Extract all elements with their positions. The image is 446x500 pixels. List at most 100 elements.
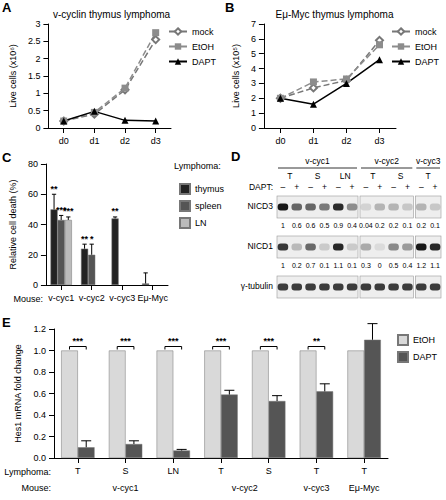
- svg-text:–: –: [281, 182, 286, 192]
- svg-text:0.2: 0.2: [292, 262, 302, 269]
- svg-text:1.2: 1.2: [33, 324, 46, 334]
- svg-text:0: 0: [33, 280, 38, 290]
- svg-text:–: –: [308, 182, 313, 192]
- svg-text:Mouse:: Mouse:: [13, 294, 43, 304]
- svg-text:d1: d1: [308, 136, 318, 146]
- svg-text:A: A: [2, 0, 12, 15]
- svg-text:v-cyc1: v-cyc1: [113, 483, 139, 493]
- svg-text:DAPT: DAPT: [415, 57, 440, 67]
- svg-text:0.5: 0.5: [28, 106, 41, 116]
- svg-text:***: ***: [168, 336, 179, 346]
- svg-text:**: **: [313, 336, 321, 346]
- svg-text:+: +: [405, 182, 410, 192]
- svg-text:v-cyc2: v-cyc2: [79, 293, 105, 303]
- svg-text:Live cells (x10⁵): Live cells (x10⁵): [231, 44, 241, 108]
- svg-text:+: +: [377, 182, 382, 192]
- svg-text:D: D: [231, 150, 240, 164]
- svg-text:0.8: 0.8: [33, 367, 46, 377]
- svg-text:1: 1: [251, 108, 256, 118]
- svg-text:0.1: 0.1: [403, 222, 413, 229]
- svg-text:5: 5: [251, 49, 256, 59]
- svg-text:spleen: spleen: [195, 201, 222, 211]
- svg-text:–: –: [336, 182, 341, 192]
- svg-text:0.2: 0.2: [389, 222, 399, 229]
- svg-text:Eμ-Myc: Eμ-Myc: [349, 483, 380, 493]
- svg-text:S: S: [315, 171, 321, 181]
- svg-text:Mouse:: Mouse:: [21, 483, 51, 493]
- svg-text:γ-tubulin: γ-tubulin: [241, 281, 273, 291]
- svg-text:0.3: 0.3: [361, 262, 371, 269]
- svg-text:Hes1 mRNA fold change: Hes1 mRNA fold change: [13, 344, 23, 443]
- svg-text:40: 40: [28, 220, 38, 230]
- svg-text:Relative cell death (%): Relative cell death (%): [8, 179, 18, 269]
- svg-text:S: S: [266, 466, 272, 476]
- svg-text:d1: d1: [89, 136, 99, 146]
- svg-text:T: T: [75, 466, 81, 476]
- svg-text:1: 1: [35, 88, 40, 98]
- svg-text:1.0: 1.0: [33, 346, 46, 356]
- svg-text:NICD1: NICD1: [247, 241, 273, 251]
- svg-text:NICD3: NICD3: [247, 201, 273, 211]
- svg-text:Lymphoma:: Lymphoma:: [174, 161, 221, 171]
- svg-text:v-cyc2: v-cyc2: [374, 156, 399, 166]
- svg-text:0.1: 0.1: [320, 262, 330, 269]
- svg-text:DAPT:: DAPT:: [249, 182, 273, 192]
- svg-text:Live cells (x10⁶): Live cells (x10⁶): [8, 44, 18, 108]
- svg-text:T: T: [314, 466, 320, 476]
- svg-text:d2: d2: [120, 136, 130, 146]
- svg-text:T: T: [287, 171, 292, 181]
- svg-text:T: T: [426, 171, 431, 181]
- svg-text:LN: LN: [340, 171, 351, 181]
- svg-text:v-cyc3: v-cyc3: [109, 293, 135, 303]
- svg-text:+: +: [322, 182, 327, 192]
- svg-text:Eμ-Myc thymus lymphoma: Eμ-Myc thymus lymphoma: [275, 9, 393, 20]
- svg-text:***: ***: [63, 206, 74, 216]
- svg-text:T: T: [370, 171, 375, 181]
- svg-text:0: 0: [251, 123, 256, 133]
- svg-text:0.6: 0.6: [33, 389, 46, 399]
- svg-text:LN: LN: [168, 466, 180, 476]
- svg-text:S: S: [398, 171, 404, 181]
- svg-text:DAPT: DAPT: [192, 57, 217, 67]
- svg-text:0.2: 0.2: [375, 222, 385, 229]
- svg-text:1: 1: [281, 222, 285, 229]
- svg-text:0: 0: [378, 262, 382, 269]
- svg-text:0.4: 0.4: [403, 262, 413, 269]
- svg-text:Eμ-Myc: Eμ-Myc: [137, 293, 168, 303]
- svg-text:thymus: thymus: [195, 184, 225, 194]
- svg-text:EtOH: EtOH: [192, 42, 214, 52]
- svg-text:mock: mock: [415, 27, 437, 37]
- svg-text:0.5: 0.5: [389, 262, 399, 269]
- svg-text:C: C: [2, 150, 12, 165]
- svg-text:*: *: [90, 234, 94, 244]
- svg-text:0.7: 0.7: [306, 262, 316, 269]
- svg-text:T: T: [361, 466, 367, 476]
- svg-text:LN: LN: [195, 218, 207, 228]
- svg-text:E: E: [2, 315, 11, 330]
- svg-text:d3: d3: [374, 136, 384, 146]
- svg-text:***: ***: [73, 336, 84, 346]
- svg-text:v-cyclin thymus lymphoma: v-cyclin thymus lymphoma: [53, 9, 171, 20]
- svg-text:***: ***: [263, 336, 274, 346]
- svg-text:80: 80: [28, 159, 38, 169]
- svg-text:1.2: 1.2: [416, 262, 426, 269]
- svg-text:7: 7: [251, 19, 256, 29]
- svg-text:1.5: 1.5: [28, 71, 41, 81]
- svg-text:0.2: 0.2: [33, 432, 46, 442]
- svg-text:0.1: 0.1: [347, 262, 357, 269]
- svg-text:v-cyc1: v-cyc1: [48, 293, 74, 303]
- svg-text:0.4: 0.4: [347, 222, 357, 229]
- svg-text:–: –: [419, 182, 424, 192]
- svg-text:+: +: [433, 182, 438, 192]
- svg-text:S: S: [123, 466, 129, 476]
- svg-text:0.4: 0.4: [33, 410, 46, 420]
- svg-text:3: 3: [35, 19, 40, 29]
- svg-text:–: –: [364, 182, 369, 192]
- svg-text:d0: d0: [275, 136, 285, 146]
- svg-text:v-cyc2: v-cyc2: [232, 483, 258, 493]
- svg-text:EtOH: EtOH: [413, 335, 435, 345]
- svg-text:0.5: 0.5: [320, 222, 330, 229]
- svg-text:DAPT: DAPT: [413, 352, 438, 362]
- svg-text:+: +: [294, 182, 299, 192]
- svg-text:0.1: 0.1: [430, 222, 440, 229]
